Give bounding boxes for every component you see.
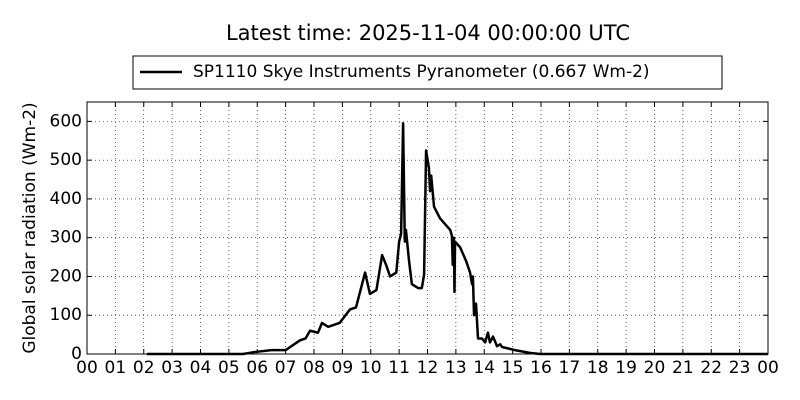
x-tick-label: 18 [587,358,609,378]
x-tick-label: 17 [559,358,581,378]
x-tick-label: 09 [332,358,354,378]
legend-label: SP1110 Skye Instruments Pyranometer (0.6… [193,62,650,82]
x-tick-label: 02 [133,358,155,378]
y-tick-label: 200 [50,266,82,286]
legend-box [132,55,723,90]
x-tick-label: 00 [76,358,98,378]
x-tick-label: 19 [615,358,637,378]
y-tick-label: 300 [50,228,82,248]
x-tick-label: 05 [218,358,240,378]
y-axis-label: Global solar radiation (Wm-2) [20,102,40,353]
x-tick-label: 23 [729,358,751,378]
x-tick-label: 22 [700,358,722,378]
y-tick-label: 600 [50,111,82,131]
x-tick-label: 14 [473,358,495,378]
x-tick-label: 07 [275,358,297,378]
y-tick-label: 0 [71,344,82,364]
y-tick-label: 100 [50,305,82,325]
plot-frame [86,101,769,355]
x-tick-label: 11 [388,358,410,378]
x-tick-label: 12 [417,358,439,378]
x-tick-label: 04 [190,358,212,378]
x-tick-label: 16 [530,358,552,378]
x-tick-label: 01 [105,358,127,378]
x-tick-label: 21 [672,358,694,378]
x-tick-label: 06 [246,358,268,378]
data-line [146,122,768,356]
y-tick-label: 400 [50,189,82,209]
x-tick-label: 00 [757,358,779,378]
x-tick-label: 08 [303,358,325,378]
y-tick-label: 500 [50,150,82,170]
x-tick-label: 10 [360,358,382,378]
x-tick-label: 20 [644,358,666,378]
x-tick-label: 03 [161,358,183,378]
x-tick-label: 15 [502,358,524,378]
chart-title: Latest time: 2025-11-04 00:00:00 UTC [226,21,630,45]
x-tick-label: 13 [445,358,467,378]
